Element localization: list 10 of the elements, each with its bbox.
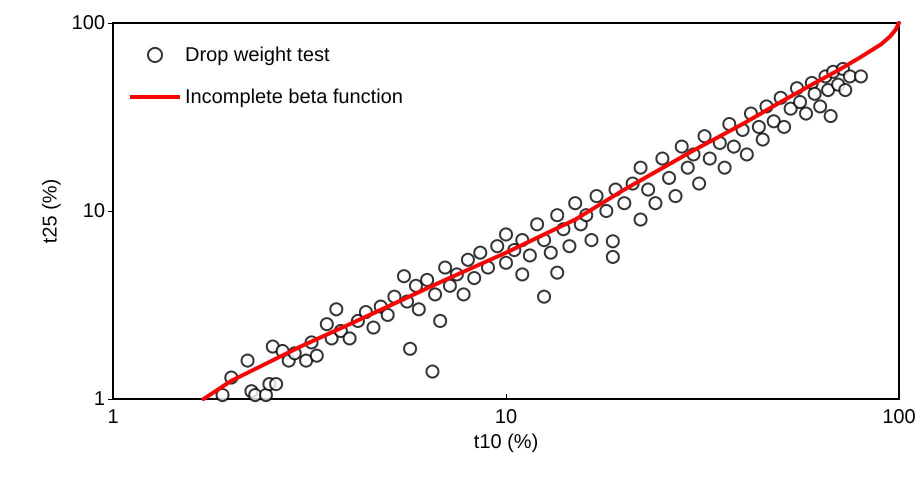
x-axis-title: t10 (%): [474, 430, 538, 453]
x-tick-label: 1: [107, 406, 119, 428]
y-tick-label: 100: [72, 12, 105, 34]
y-tick-label: 10: [82, 200, 105, 222]
legend-label: Incomplete beta function: [185, 86, 403, 108]
x-tick-label: 100: [882, 406, 916, 428]
legend-label: Drop weight test: [185, 44, 330, 66]
y-tick-label: 1: [94, 388, 105, 410]
y-axis-title: t25 (%): [40, 178, 62, 244]
x-tick-label: 10: [494, 406, 518, 428]
